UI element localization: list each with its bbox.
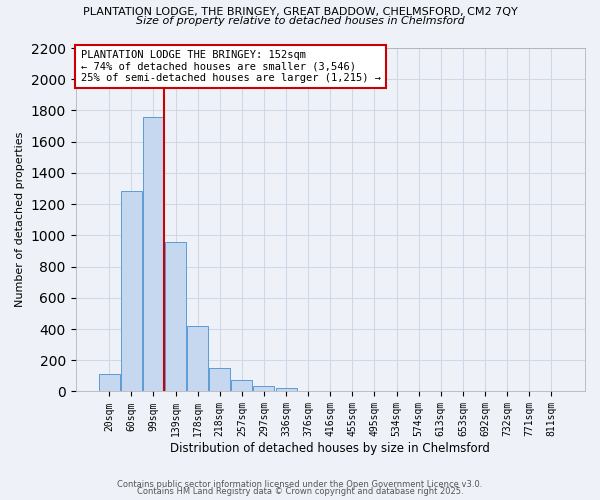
Text: Contains public sector information licensed under the Open Government Licence v3: Contains public sector information licen… (118, 480, 482, 489)
Bar (187, 326, 208, 392)
Bar (98, 374, 119, 392)
Bar (232, 380, 253, 392)
Text: Size of property relative to detached houses in Chelmsford: Size of property relative to detached ho… (136, 16, 464, 26)
Bar (209, 368, 230, 392)
Bar (253, 386, 274, 392)
Bar (275, 388, 296, 392)
Text: PLANTATION LODGE THE BRINGEY: 152sqm
← 74% of detached houses are smaller (3,546: PLANTATION LODGE THE BRINGEY: 152sqm ← 7… (80, 50, 380, 83)
Bar (143, 116, 164, 392)
Bar (121, 191, 142, 392)
Y-axis label: Number of detached properties: Number of detached properties (15, 132, 25, 308)
X-axis label: Distribution of detached houses by size in Chelmsford: Distribution of detached houses by size … (170, 442, 490, 455)
Text: PLANTATION LODGE, THE BRINGEY, GREAT BADDOW, CHELMSFORD, CM2 7QY: PLANTATION LODGE, THE BRINGEY, GREAT BAD… (83, 8, 517, 18)
Bar (165, 242, 186, 392)
Text: Contains HM Land Registry data © Crown copyright and database right 2025.: Contains HM Land Registry data © Crown c… (137, 487, 463, 496)
